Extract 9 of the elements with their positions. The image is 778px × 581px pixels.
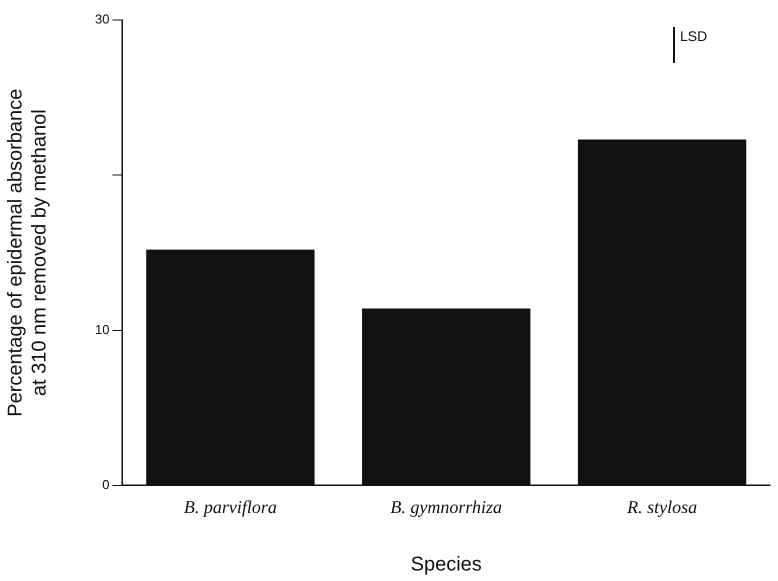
y-tick-label: 0 — [102, 476, 110, 492]
x-tick-label: B. gymnorrhiza — [390, 496, 502, 517]
x-tick-label: B. parviflora — [184, 496, 277, 517]
x-tick-label: R. stylosa — [626, 496, 698, 517]
y-tick-label: 10 — [94, 322, 110, 337]
y-axis-title: Percentage of epidermal absorbance at 310 nm removed by methanol — [4, 88, 51, 417]
x-axis-title: Species — [410, 554, 482, 576]
y-tick-label: 30 — [94, 12, 110, 27]
annotation: LSD — [680, 28, 708, 44]
